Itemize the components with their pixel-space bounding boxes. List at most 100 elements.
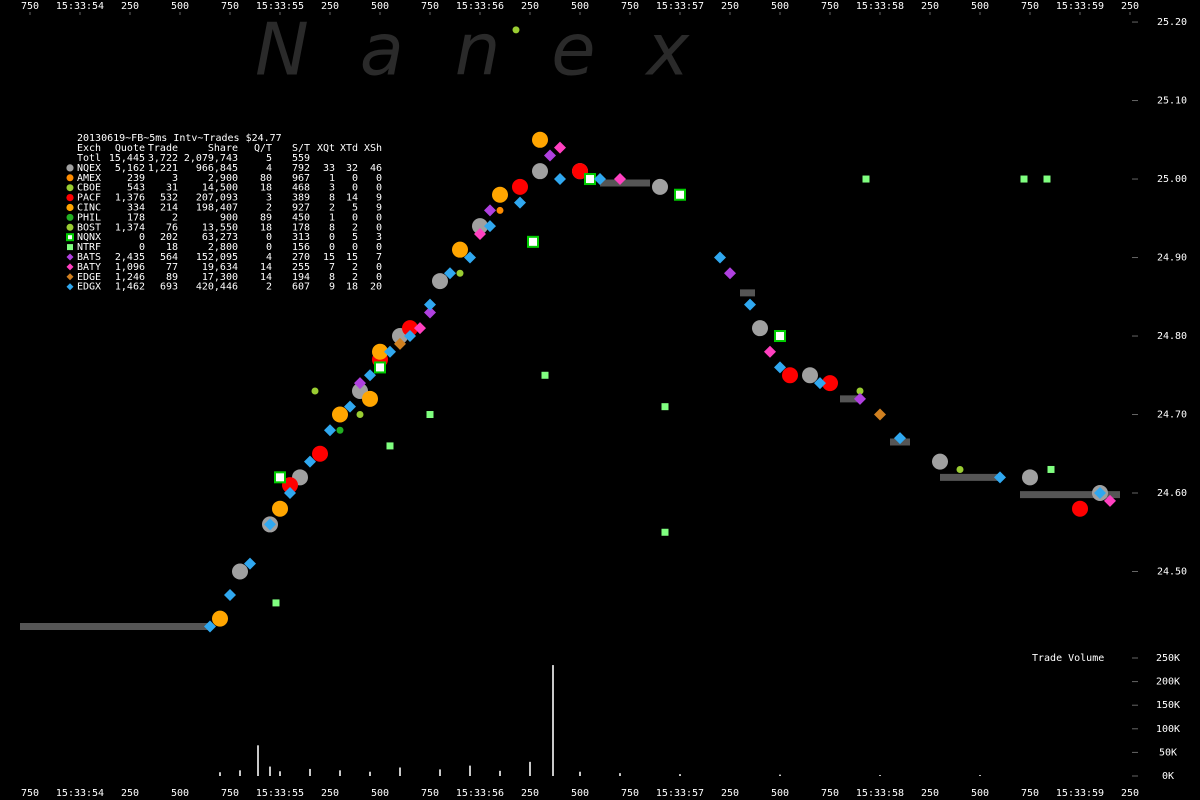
table-header: Quote [115,143,145,154]
trade-marker [594,173,606,186]
trade-marker [544,149,556,162]
volume-label: Trade Volume [1032,653,1104,664]
table-cell: 214 [160,203,178,214]
table-cell: 14 [260,272,272,283]
table-cell: 966,845 [196,163,238,174]
table-cell: 2 [266,203,272,214]
x-tick-label: 15:33:56 [456,788,504,799]
trade-marker [532,163,548,180]
table-cell: 2,435 [115,252,145,263]
volume-bar [469,765,471,776]
table-cell: 0 [266,242,272,253]
table-cell: 0 [376,262,382,273]
x-tick-label: 750 [21,1,39,12]
table-cell: 0 [376,272,382,283]
trade-marker [1047,465,1055,473]
stats-title: 20130619~FB~5ms Intv~Trades $24.77 [77,133,282,144]
legend-marker [66,283,74,291]
table-cell: 178 [292,222,310,233]
table-cell: 31 [166,183,178,194]
table-header: XQt [317,143,335,154]
table-cell: 420,446 [196,282,238,293]
volume-bar [219,772,221,776]
x-tick-label: 750 [1021,788,1039,799]
legend-marker [66,174,74,182]
table-cell: 1,374 [115,222,145,233]
legend-label: EDGE [77,272,101,283]
x-tick-label: 250 [721,788,739,799]
x-tick-label: 500 [971,788,989,799]
trade-marker [212,610,228,627]
table-cell: 2,800 [208,242,238,253]
table-cell: 9 [376,203,382,214]
table-cell: 4 [266,163,272,174]
table-cell: 0 [329,232,335,243]
table-cell: 0 [376,173,382,184]
table-cell: 8 [329,222,335,233]
table-cell: 2 [352,272,358,283]
legend-marker [67,244,73,251]
table-cell: 9 [376,193,382,204]
table-cell: 178 [127,212,145,223]
trade-marker [1020,175,1028,183]
x-tick-label: 750 [821,1,839,12]
trade-marker [862,175,870,183]
legend-label: BATY [77,262,101,273]
x-tick-label: 750 [221,788,239,799]
trade-marker [554,141,566,154]
legend-label: CINC [77,203,101,214]
x-tick-label: 15:33:57 [656,788,704,799]
y-tick-label: 25.20 [1157,17,1187,28]
table-cell: 32 [346,163,358,174]
volume-bar [269,766,271,776]
table-cell: 2 [352,262,358,273]
table-cell: 15,445 [109,153,145,164]
trade-marker [1072,500,1088,517]
y-tick-label: 24.80 [1157,331,1187,342]
volume-bar [979,775,981,776]
table-cell: 0 [352,242,358,253]
table-cell: 927 [292,203,310,214]
x-tick-label: 250 [521,788,539,799]
x-tick-label: 500 [171,788,189,799]
table-cell: 2,079,743 [184,153,238,164]
trade-marker [752,320,768,337]
trade-marker [304,455,316,468]
x-tick-label: 500 [571,788,589,799]
table-cell: 33 [323,163,335,174]
table-cell: 194 [292,272,310,283]
legend-marker [66,164,74,172]
trade-marker [336,426,344,434]
trade-marker [272,500,288,517]
trade-marker [774,361,786,374]
trade-marker [782,367,798,384]
trade-marker [554,173,566,186]
volume-bar [529,761,531,776]
volume-bar [239,770,241,776]
trade-marker [424,298,436,311]
trade-marker [224,589,236,602]
trade-marker [856,387,864,395]
table-cell: 792 [292,163,310,174]
table-cell: 1,246 [115,272,145,283]
x-tick-label: 15:33:58 [856,788,904,799]
table-cell: 3 [172,173,178,184]
legend-marker [66,273,74,281]
x-tick-label: 250 [1121,1,1139,12]
trade-marker [456,269,464,277]
volume-bar [552,665,554,776]
table-cell: 239 [127,173,145,184]
trade-marker [774,330,786,343]
table-cell: 152,095 [196,252,238,263]
table-cell: 3 [376,232,382,243]
table-cell: 207,093 [196,193,238,204]
trade-marker [244,557,256,570]
table-cell: 80 [260,173,272,184]
trade-marker [956,465,964,473]
volume-bar [499,770,501,776]
table-cell: 15 [323,252,335,263]
table-cell: 7 [329,262,335,273]
trade-marker [744,298,756,311]
x-tick-label: 250 [921,788,939,799]
trade-marker [484,204,496,217]
